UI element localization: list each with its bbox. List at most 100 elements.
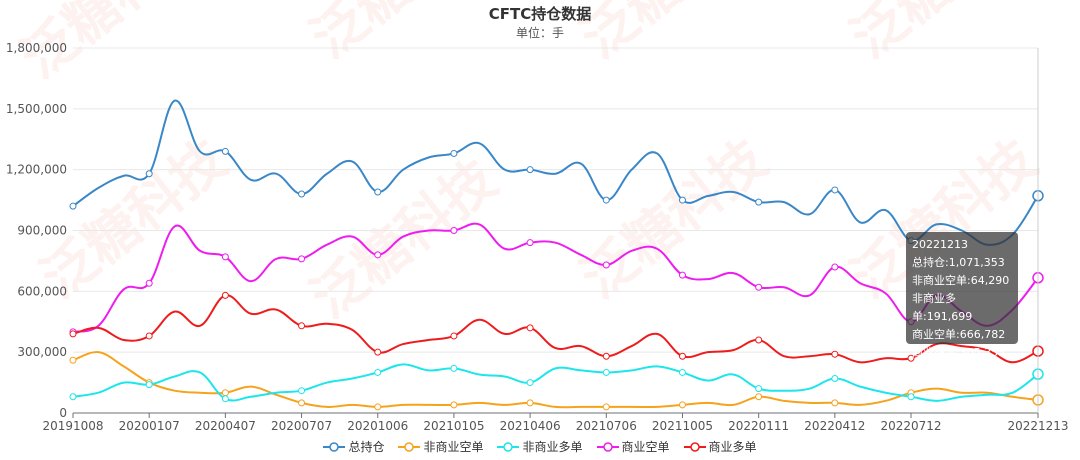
x-tick-label: 20200107	[119, 419, 180, 433]
series-point-0	[374, 188, 382, 196]
series-point-0	[221, 147, 229, 155]
tooltip-line-noncomm-long: 非商业多单:191,699	[912, 292, 973, 323]
series-point-1	[526, 399, 534, 407]
series-point-2	[374, 368, 382, 376]
y-tick-label: 900,000	[17, 224, 67, 238]
series-point-2	[602, 368, 610, 376]
x-tick-label: 20220712	[880, 419, 941, 433]
series-point-0	[298, 190, 306, 198]
series-point-3	[298, 255, 306, 263]
legend-label: 商业多单	[708, 440, 757, 454]
series-point-3	[221, 253, 229, 261]
chart-legend: 总持仓 非商业空单 非商业多单 商业空单 商业多单	[0, 438, 1080, 455]
x-tick-label: 20201006	[347, 419, 408, 433]
series-point-1	[602, 403, 610, 411]
grid-lines	[73, 47, 1038, 414]
series-point-3	[450, 227, 458, 234]
series-point-1	[221, 389, 229, 397]
series-point-3	[755, 283, 763, 291]
series-point-4	[374, 348, 382, 356]
legend-label: 商业空单	[621, 440, 670, 454]
series-point-2	[145, 381, 153, 389]
legend-swatch-icon	[596, 441, 619, 452]
series-point-4	[831, 350, 839, 358]
hover-tooltip: 20221213 总持仓:1,071,353 非商业空单:64,290 非商业多…	[906, 232, 1018, 359]
legend-swatch-icon	[497, 441, 520, 452]
series-point-2	[450, 364, 458, 372]
x-tick-label: 20191008	[42, 419, 103, 433]
series-point-0	[145, 170, 153, 178]
series-point-4	[526, 324, 534, 332]
legend-label: 非商业空单	[423, 440, 484, 454]
series-point-1	[450, 401, 458, 409]
legend-item-2[interactable]: 非商业多单	[497, 438, 583, 455]
series-point-0	[526, 166, 534, 174]
series-point-0	[602, 196, 610, 204]
series-point-3	[831, 263, 839, 271]
y-tick-label: 0	[59, 406, 67, 420]
tooltip-date: 20221213	[912, 238, 968, 251]
series-line-1	[72, 351, 1039, 409]
y-tick-label: 1,800,000	[6, 41, 67, 55]
series-point-4	[678, 352, 686, 360]
series-point-1	[755, 393, 763, 401]
tooltip-line-noncomm-short: 非商业空单:64,290	[912, 274, 1010, 287]
x-tick-label: 20210406	[500, 419, 561, 433]
series-point-2	[678, 368, 686, 376]
legend-swatch-icon	[323, 441, 346, 452]
x-tick-label: 20200707	[271, 419, 332, 433]
series-point-3	[602, 261, 610, 269]
series-line-4	[72, 294, 1039, 364]
series-point-0	[831, 186, 839, 194]
y-tick-label: 1,200,000	[6, 163, 67, 177]
x-axis: 20191008 20200107 20200407 20200707 20201006…	[42, 413, 1069, 433]
series-point-4	[450, 332, 458, 340]
chart-title: CFTC持仓数据	[488, 5, 592, 23]
legend-item-4[interactable]: 商业多单	[683, 438, 757, 455]
series-point-0	[69, 202, 77, 210]
watermark-layer: 泛糖科技泛糖科技泛糖科技泛糖科技泛糖科技泛糖科技泛糖科技泛糖科技	[9, 0, 1048, 330]
series-point-3	[374, 251, 382, 259]
series-point-3	[145, 279, 153, 287]
series-point-2	[69, 393, 77, 401]
legend-item-1[interactable]: 非商业空单	[398, 438, 483, 455]
tooltip-line-comm-long: 商业多单:305,353	[912, 346, 1006, 359]
x-tick-label: 20210706	[576, 419, 637, 433]
series-line-2	[72, 363, 1039, 402]
legend-swatch-icon	[398, 441, 421, 452]
legend-label: 总持仓	[348, 440, 385, 454]
series-point-0	[755, 198, 763, 206]
series-point-4	[221, 291, 229, 299]
chart-subtitle: 单位：手	[515, 26, 564, 40]
x-tick-label: 20221213	[1007, 419, 1068, 433]
y-tick-label: 300,000	[17, 345, 67, 359]
y-tick-label: 600,000	[17, 284, 67, 298]
y-tick-label: 1,500,000	[6, 102, 67, 116]
series-point-2	[755, 385, 763, 393]
watermark-text: 泛糖科技	[569, 128, 778, 311]
series-point-2	[221, 395, 229, 403]
x-tick-label: 20210105	[423, 419, 484, 433]
legend-label: 非商业多单	[522, 440, 583, 454]
series-point-2	[298, 387, 306, 395]
series-point-4	[69, 330, 77, 338]
tooltip-line-comm-short: 商业空单:666,782	[912, 328, 1006, 341]
series-point-2	[831, 375, 839, 383]
x-tick-label: 20220111	[728, 419, 789, 433]
x-tick-label: 20200407	[195, 419, 256, 433]
x-tick-label: 20211005	[652, 419, 713, 433]
series-point-1	[831, 399, 839, 407]
series-point-4	[755, 336, 763, 344]
legend-item-0[interactable]: 总持仓	[323, 438, 384, 455]
series-line-3	[72, 222, 1039, 333]
series-point-4	[907, 354, 915, 362]
series-point-2	[907, 393, 915, 401]
legend-item-3[interactable]: 商业空单	[596, 438, 670, 455]
series-point-1	[298, 399, 306, 407]
series-point-4	[145, 332, 153, 340]
series-point-1	[69, 356, 77, 364]
points-layer	[69, 48, 1044, 413]
series-point-3	[678, 271, 686, 279]
y-axis: 0 300,000 600,000 900,000 1,200,000 1,500,000…	[6, 41, 67, 420]
